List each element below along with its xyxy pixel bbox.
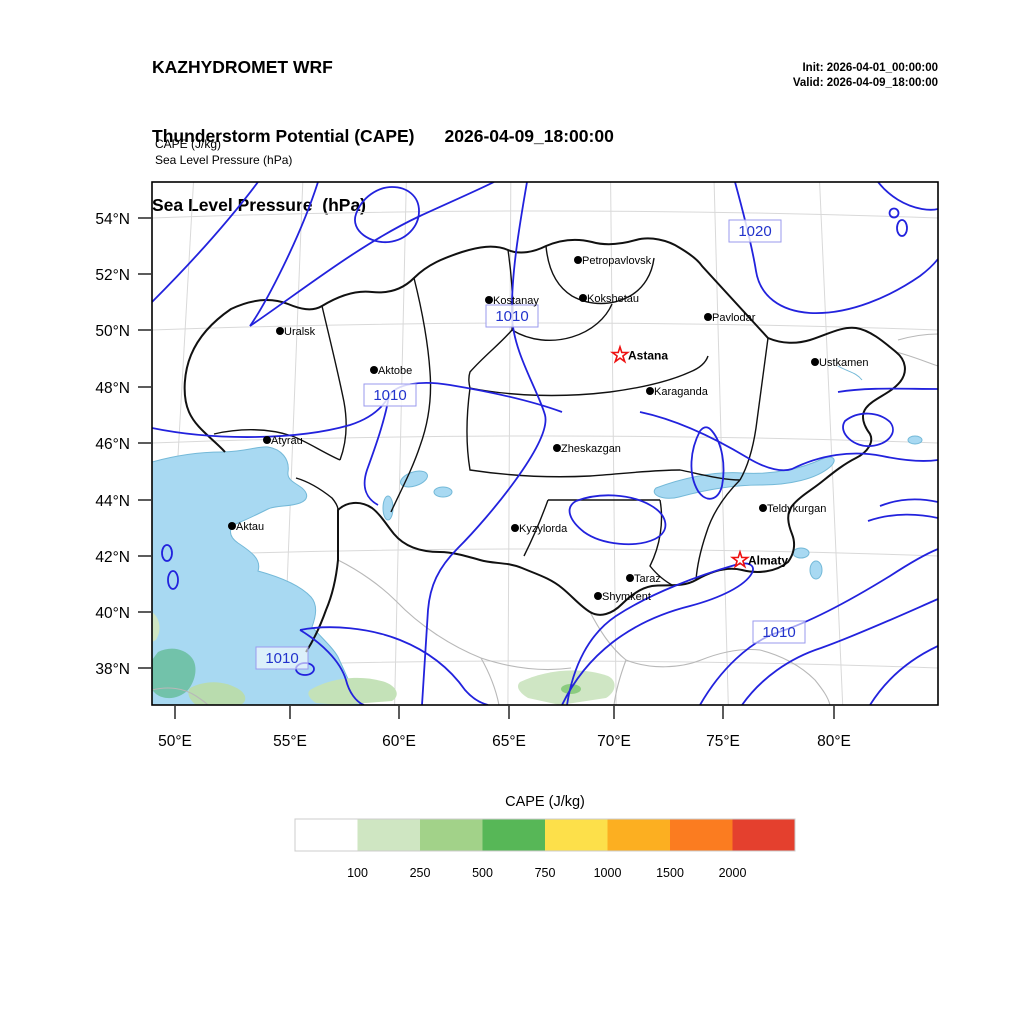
lat-46: 46°N	[95, 436, 130, 453]
city-ustkamen: Ustkamen	[819, 357, 869, 369]
latitude-axis	[138, 217, 152, 669]
cb-tick-750: 750	[535, 866, 556, 880]
colorbar-cell	[357, 819, 420, 851]
lon-80: 80°E	[817, 733, 851, 750]
cape-units-label: CAPE (J/kg)	[155, 137, 222, 151]
lake-balkhash	[653, 456, 835, 499]
national-border	[183, 237, 906, 653]
contour-labels: 1020 1010 1010 1010 1010	[255, 219, 806, 670]
city-aktobe: Aktobe	[378, 365, 412, 377]
page-title: KAZHYDROMET WRF	[152, 57, 333, 77]
cape-shading	[152, 612, 615, 705]
cb-tick-500: 500	[472, 866, 493, 880]
city-kostanay: Kostanay	[493, 295, 539, 307]
longitude-labels: 50°E 55°E 60°E 65°E 70°E 75°E 80°E	[158, 733, 851, 750]
lon-75: 75°E	[706, 733, 740, 750]
irtysh-river	[837, 365, 863, 381]
oblast-borders	[213, 245, 769, 587]
title-block: KAZHYDROMET WRF Thunderstorm Potential (…	[152, 10, 614, 240]
slp-units-label: Sea Level Pressure (hPa)	[155, 153, 293, 167]
lon-55: 55°E	[273, 733, 307, 750]
lat-42: 42°N	[95, 549, 130, 566]
aral-lake-2	[382, 495, 394, 521]
city-zheskazgan: Zheskazgan	[561, 443, 621, 455]
city-astana: Astana	[628, 349, 668, 363]
city-petropavlovsk: Petropavlovsk	[582, 255, 652, 267]
city-taraz: Taraz	[634, 573, 661, 585]
city-uralsk: Uralsk	[284, 326, 316, 338]
capital-star-icon	[729, 549, 751, 569]
cb-tick-1000: 1000	[594, 866, 622, 880]
latitude-labels: 54°N 52°N 50°N 48°N 46°N 44°N 42°N 40°N …	[95, 211, 130, 678]
lon-65: 65°E	[492, 733, 526, 750]
kazakhstan-borders	[183, 237, 906, 653]
cb-tick-1500: 1500	[656, 866, 684, 880]
colorbar-title: CAPE (J/kg)	[505, 794, 585, 810]
lon-50: 50°E	[158, 733, 192, 750]
lat-48: 48°N	[95, 380, 130, 397]
caspian-sea	[152, 446, 361, 705]
colorbar-cell	[670, 819, 733, 851]
cb-tick-2000: 2000	[719, 866, 747, 880]
lake-alakol	[792, 547, 810, 559]
contour-label-1010-a: 1010	[495, 308, 528, 325]
aral-lake-1	[400, 470, 428, 488]
lake-sasykkol	[809, 560, 823, 580]
colorbar-cell	[545, 819, 608, 851]
foreign-borders	[152, 333, 938, 705]
contour-label-1010-d: 1010	[762, 624, 795, 641]
lat-54: 54°N	[95, 211, 130, 228]
cb-tick-250: 250	[410, 866, 431, 880]
city-shymkent: Shymkent	[602, 591, 651, 603]
city-markers: Petropavlovsk Kostanay Kokshetau Pavloda…	[228, 255, 869, 603]
product-name: Thunderstorm Potential (CAPE)	[152, 126, 415, 146]
city-atyrau: Atyrau	[271, 435, 303, 447]
city-aktau: Aktau	[236, 521, 264, 533]
water-bodies	[152, 365, 923, 705]
subtitle-line: Thunderstorm Potential (CAPE) 2026-04-09_…	[152, 125, 614, 148]
colorbar: CAPE (J/kg) 100 250 500 750 1000 1500 20…	[294, 794, 796, 880]
contour-label-1010-b: 1010	[373, 387, 406, 404]
colorbar-cell	[482, 819, 545, 851]
city-pavlodar: Pavlodar	[712, 312, 756, 324]
colorbar-cell	[607, 819, 670, 851]
map-field-legend: CAPE (J/kg) Sea Level Pressure (hPa)	[155, 136, 292, 168]
city-teldykurgan: Teldykurgan	[767, 503, 826, 515]
capital-star-icon	[609, 344, 631, 364]
city-almaty: Almaty	[748, 554, 788, 568]
colorbar-cell	[732, 819, 795, 851]
aral-lake-3	[433, 486, 453, 498]
lake-zaysan	[907, 435, 923, 445]
forecast-datetime: 2026-04-09_18:00:00	[444, 126, 614, 146]
lon-60: 60°E	[382, 733, 416, 750]
city-kyzylorda: Kyzylorda	[519, 523, 568, 535]
city-karaganda: Karaganda	[654, 386, 709, 398]
longitude-axis	[174, 705, 835, 719]
city-kokshetau: Kokshetau	[587, 293, 639, 305]
lat-44: 44°N	[95, 493, 130, 510]
colorbar-cell	[420, 819, 483, 851]
lat-40: 40°N	[95, 605, 130, 622]
colorbar-outline	[294, 818, 796, 852]
contour-label-1020: 1020	[738, 223, 771, 240]
lon-70: 70°E	[597, 733, 631, 750]
init-time: Init: 2026-04-01_00:00:00	[802, 62, 938, 74]
contour-label-1010-c: 1010	[265, 650, 298, 667]
valid-time: Valid: 2026-04-09_18:00:00	[792, 77, 938, 89]
lat-50: 50°N	[95, 323, 130, 340]
lat-52: 52°N	[95, 267, 130, 284]
cb-tick-100: 100	[347, 866, 368, 880]
run-info: Init: 2026-04-01_00:00:00 Valid: 2026-04…	[793, 61, 938, 91]
lat-38: 38°N	[95, 661, 130, 678]
pressure-title: Sea Level Pressure (hPa)	[152, 195, 366, 215]
colorbar-cell	[295, 819, 358, 851]
